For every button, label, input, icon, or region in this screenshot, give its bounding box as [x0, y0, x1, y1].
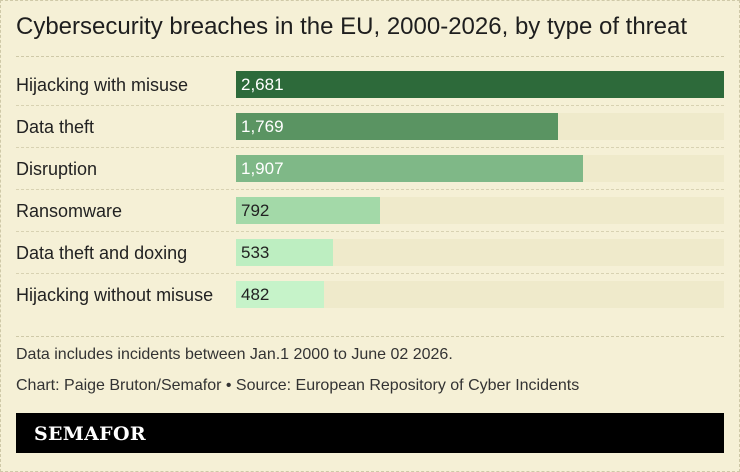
- row-divider: [16, 231, 724, 232]
- category-label: Hijacking without misuse: [16, 285, 214, 305]
- value-label: 2,681: [241, 75, 284, 94]
- category-label: Data theft: [16, 117, 95, 137]
- footer-bar: SEMAFOR: [16, 413, 724, 453]
- value-label: 533: [241, 243, 270, 262]
- category-label: Disruption: [16, 159, 98, 179]
- bar-track: 792: [236, 197, 724, 224]
- bar: [236, 113, 558, 140]
- bar: [236, 197, 380, 224]
- value-label: 1,907: [241, 159, 284, 178]
- row-divider: [16, 189, 724, 190]
- title-divider: [16, 56, 724, 57]
- bar-track: 2,681: [236, 71, 724, 98]
- value-label: 1,769: [241, 117, 284, 136]
- bar-row: Hijacking without misuse 482: [0, 275, 740, 317]
- bar-row: Data theft 1,769: [0, 107, 740, 149]
- bar-track: 533: [236, 239, 724, 266]
- row-divider: [16, 105, 724, 106]
- row-divider: [16, 273, 724, 274]
- category-label: Hijacking with misuse: [16, 75, 189, 95]
- row-divider: [16, 147, 724, 148]
- bar: [236, 155, 583, 182]
- notes-divider: [16, 336, 724, 337]
- semafor-logo: SEMAFOR: [34, 423, 146, 445]
- bar: [236, 239, 333, 266]
- value-label: 482: [241, 285, 270, 304]
- source-credit: Chart: Paige Bruton/Semafor • Source: Eu…: [16, 377, 580, 394]
- data-note: Data includes incidents between Jan.1 20…: [16, 346, 453, 363]
- category-label: Ransomware: [16, 201, 123, 221]
- category-label: Data theft and doxing: [16, 243, 188, 263]
- bar-row: Disruption 1,907: [0, 149, 740, 191]
- bar-row: Hijacking with misuse 2,681: [0, 65, 740, 107]
- bar: [236, 281, 324, 308]
- bar-row: Ransomware 792: [0, 191, 740, 233]
- bar: [236, 71, 724, 98]
- bar-row: Data theft and doxing 533: [0, 233, 740, 275]
- bar-track: 1,769: [236, 113, 724, 140]
- value-label: 792: [241, 201, 270, 220]
- chart-title: Cybersecurity breaches in the EU, 2000-2…: [16, 13, 688, 40]
- bar-track: 1,907: [236, 155, 724, 182]
- bar-track: 482: [236, 281, 724, 308]
